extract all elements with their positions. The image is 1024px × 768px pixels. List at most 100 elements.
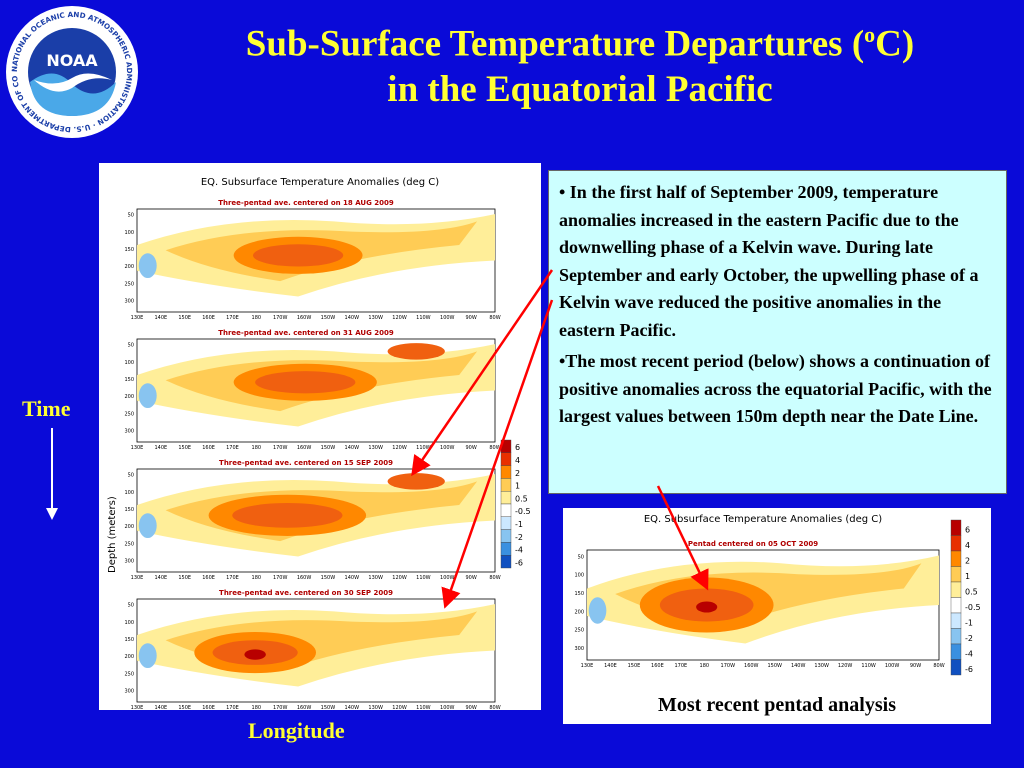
- depth-tick: 200: [574, 609, 584, 615]
- lon-tick: 140E: [604, 663, 617, 669]
- lon-tick: 170W: [273, 705, 288, 710]
- lon-tick: 130W: [368, 705, 383, 710]
- colorbar-cell: [950, 535, 962, 552]
- colorbar-cell: [950, 597, 962, 614]
- lon-tick: 100W: [885, 663, 900, 669]
- depth-tick: 50: [578, 554, 584, 560]
- colorbar-cell: [950, 581, 962, 598]
- lon-tick: 170E: [226, 445, 239, 451]
- colorbar-label: -2: [515, 533, 523, 542]
- colorbar-label: -1: [965, 618, 973, 627]
- lon-tick: 160W: [744, 663, 759, 669]
- lon-tick: 140W: [791, 663, 806, 669]
- recent-anomaly-figure: EQ. Subsurface Temperature Anomalies (de…: [563, 508, 991, 724]
- colorbar-label: 1: [515, 482, 520, 491]
- lon-tick: 150W: [321, 315, 336, 321]
- colorbar-cell: [950, 628, 962, 645]
- lon-tick: 180: [252, 575, 262, 581]
- colorbar-cell: [500, 555, 512, 569]
- depth-tick: 300: [124, 429, 134, 435]
- depth-tick: 150: [124, 377, 134, 383]
- lon-tick: 110W: [416, 315, 431, 321]
- lon-tick: 90W: [910, 663, 921, 669]
- lon-tick: 160W: [297, 315, 312, 321]
- lon-tick: 130E: [131, 705, 144, 710]
- anomaly-panel-L3: Three-pentad ave. centered on 30 SEP 200…: [124, 589, 500, 711]
- colorbar-label: -0.5: [515, 507, 531, 516]
- lon-tick: 160E: [202, 445, 215, 451]
- lon-tick: 100W: [440, 705, 455, 710]
- depth-tick: 250: [574, 628, 584, 634]
- lon-tick: 90W: [465, 315, 476, 321]
- depth-tick: 250: [124, 541, 134, 547]
- anomaly-panel-R0: Pentad centered on 05 OCT 2009 50 100 150 20…: [574, 540, 944, 669]
- colorbar-label: 0.5: [965, 587, 978, 596]
- colorbar-label: -1: [515, 520, 523, 529]
- colorbar-cell: [500, 542, 512, 556]
- depth-tick: 100: [124, 620, 134, 626]
- lon-tick: 180: [252, 705, 262, 710]
- depth-tick: 200: [124, 394, 134, 400]
- lon-tick: 120W: [392, 445, 407, 451]
- lon-tick: 160W: [297, 575, 312, 581]
- lon-tick: 120W: [838, 663, 853, 669]
- colorbar-L: 6 4 2 1 0.5 -0.5 -1 -2 -4 -6: [500, 439, 531, 569]
- time-down-arrow: [46, 428, 58, 520]
- colorbar-cell: [950, 643, 962, 660]
- depth-tick: 200: [124, 654, 134, 660]
- colorbar-cell: [500, 491, 512, 505]
- lon-tick: 130W: [814, 663, 829, 669]
- lon-tick: 140W: [345, 445, 360, 451]
- depth-tick: 50: [128, 213, 134, 219]
- colorbar-label: 4: [965, 541, 970, 550]
- lon-tick: 140W: [345, 315, 360, 321]
- depth-tick: 150: [124, 637, 134, 643]
- lon-tick: 130E: [131, 315, 144, 321]
- depth-tick: 300: [124, 559, 134, 565]
- lon-tick: 170E: [226, 575, 239, 581]
- colorbar-cell: [500, 478, 512, 492]
- lon-tick: 180: [700, 663, 710, 669]
- depth-axis-label: Depth (meters): [107, 496, 118, 573]
- panel-caption: Three-pentad ave. centered on 31 AUG 200…: [218, 329, 394, 337]
- panel-caption: Three-pentad ave. centered on 18 AUG 200…: [218, 199, 394, 207]
- lon-tick: 150W: [767, 663, 782, 669]
- depth-tick: 100: [124, 490, 134, 496]
- lon-tick: 150W: [321, 575, 336, 581]
- lon-tick: 150E: [178, 315, 191, 321]
- lon-tick: 100W: [440, 445, 455, 451]
- colorbar-cell: [950, 519, 962, 536]
- stacked-anomaly-figure: EQ. Subsurface Temperature Anomalies (de…: [99, 163, 541, 711]
- panel-caption: Pentad centered on 05 OCT 2009: [688, 540, 818, 548]
- lon-tick: 110W: [416, 705, 431, 710]
- depth-tick: 50: [128, 603, 134, 609]
- colorbar-label: 1: [965, 572, 970, 581]
- lon-tick: 170W: [273, 315, 288, 321]
- longitude-label: Longitude: [248, 718, 345, 743]
- lon-tick: 150E: [628, 663, 641, 669]
- colorbar-R: 6 4 2 1 0.5 -0.5 -1 -2 -4 -6: [950, 519, 981, 676]
- colorbar-label: -2: [965, 634, 973, 643]
- depth-tick: 200: [124, 524, 134, 530]
- lon-tick: 140W: [345, 575, 360, 581]
- lon-tick: 160E: [651, 663, 664, 669]
- colorbar-cell: [500, 452, 512, 466]
- depth-tick: 300: [124, 299, 134, 305]
- lon-tick: 150E: [178, 575, 191, 581]
- lon-tick: 140E: [155, 575, 168, 581]
- lon-tick: 120W: [392, 315, 407, 321]
- figure-heading: EQ. Subsurface Temperature Anomalies (de…: [644, 514, 882, 525]
- lon-tick: 80W: [489, 445, 500, 451]
- lon-tick: 90W: [465, 445, 476, 451]
- panel-caption: Three-pentad ave. centered on 15 SEP 200…: [219, 459, 393, 467]
- colorbar-label: 2: [965, 556, 970, 565]
- lon-tick: 160E: [202, 575, 215, 581]
- lon-tick: 150W: [321, 705, 336, 710]
- bullet-2: •The most recent period (below) shows a …: [559, 351, 992, 426]
- lon-tick: 120W: [392, 705, 407, 710]
- anomaly-panel-L0: Three-pentad ave. centered on 18 AUG 200…: [124, 199, 500, 321]
- lon-tick: 170E: [226, 315, 239, 321]
- discussion-textbox: • In the first half of September 2009, t…: [548, 170, 1007, 494]
- lon-tick: 130W: [368, 445, 383, 451]
- depth-tick: 50: [128, 473, 134, 479]
